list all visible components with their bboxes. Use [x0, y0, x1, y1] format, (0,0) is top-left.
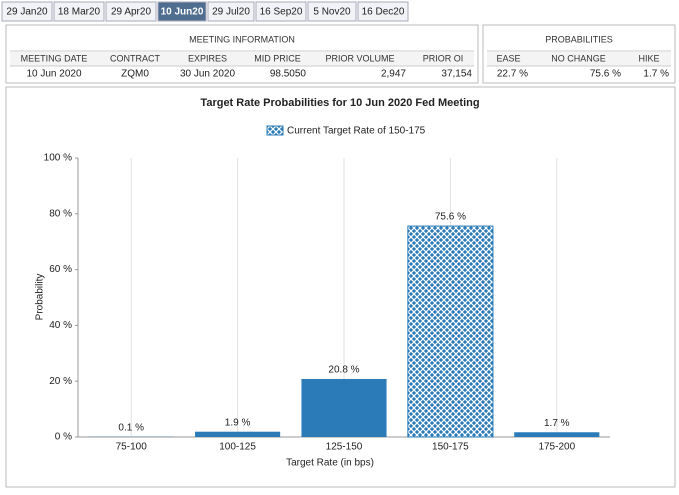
cell: ZQM0 — [121, 69, 149, 80]
y-tick-label: 0 % — [55, 432, 72, 443]
column-header: HIKE — [638, 53, 659, 63]
bar — [195, 432, 280, 437]
y-tick-label: 20 % — [49, 376, 72, 387]
value-label: 75.6 % — [435, 212, 466, 223]
cell: 22.7 % — [497, 69, 528, 80]
column-header: MID PRICE — [254, 53, 301, 63]
column-header: EASE — [496, 53, 520, 63]
legend-swatch — [267, 126, 283, 135]
cell: 10 Jun 2020 — [26, 69, 81, 80]
column-header: CONTRACT — [110, 53, 160, 63]
chart-title: Target Rate Probabilities for 10 Jun 202… — [200, 97, 479, 109]
bar — [408, 226, 493, 437]
cell: 1.7 % — [643, 69, 669, 80]
tab-label: 10 Jun20 — [161, 7, 204, 18]
tab-label: 16 Dec20 — [362, 7, 405, 18]
column-header: NO CHANGE — [551, 53, 606, 63]
column-header: PRIOR OI — [423, 53, 464, 63]
value-label: 0.1 % — [118, 422, 144, 433]
cell: 37,154 — [441, 69, 472, 80]
value-label: 20.8 % — [328, 365, 359, 376]
x-tick-label: 125-150 — [326, 442, 363, 453]
column-header: EXPIRES — [188, 53, 227, 63]
y-tick-label: 60 % — [49, 264, 72, 275]
tab-label: 29 Apr20 — [111, 7, 151, 18]
y-axis-label: Probability — [35, 274, 46, 321]
cell: 30 Jun 2020 — [180, 69, 235, 80]
x-tick-label: 150-175 — [432, 442, 469, 453]
value-label: 1.9 % — [225, 417, 251, 428]
x-tick-label: 175-200 — [538, 442, 575, 453]
bar — [301, 379, 386, 437]
cell: 98.5050 — [270, 69, 307, 80]
table-title: MEETING INFORMATION — [189, 34, 295, 44]
column-header: PRIOR VOLUME — [325, 53, 394, 63]
cell: 75.6 % — [590, 69, 621, 80]
x-axis-label: Target Rate (in bps) — [286, 458, 374, 469]
tab-label: 18 Mar20 — [58, 7, 101, 18]
legend-label: Current Target Rate of 150-175 — [287, 126, 426, 137]
x-tick-label: 75-100 — [116, 442, 148, 453]
x-tick-label: 100-125 — [219, 442, 256, 453]
value-label: 1.7 % — [544, 418, 570, 429]
cell: 2,947 — [381, 69, 406, 80]
tab-label: 16 Sep20 — [260, 7, 303, 18]
bar — [514, 432, 599, 437]
tab-label: 29 Jul20 — [212, 7, 250, 18]
tab-label: 5 Nov20 — [313, 7, 351, 18]
table-title: PROBABILITIES — [545, 34, 613, 44]
y-tick-label: 40 % — [49, 320, 72, 331]
tab-label: 29 Jan20 — [6, 7, 48, 18]
y-tick-label: 80 % — [49, 208, 72, 219]
y-tick-label: 100 % — [44, 153, 72, 164]
column-header: MEETING DATE — [21, 53, 88, 63]
